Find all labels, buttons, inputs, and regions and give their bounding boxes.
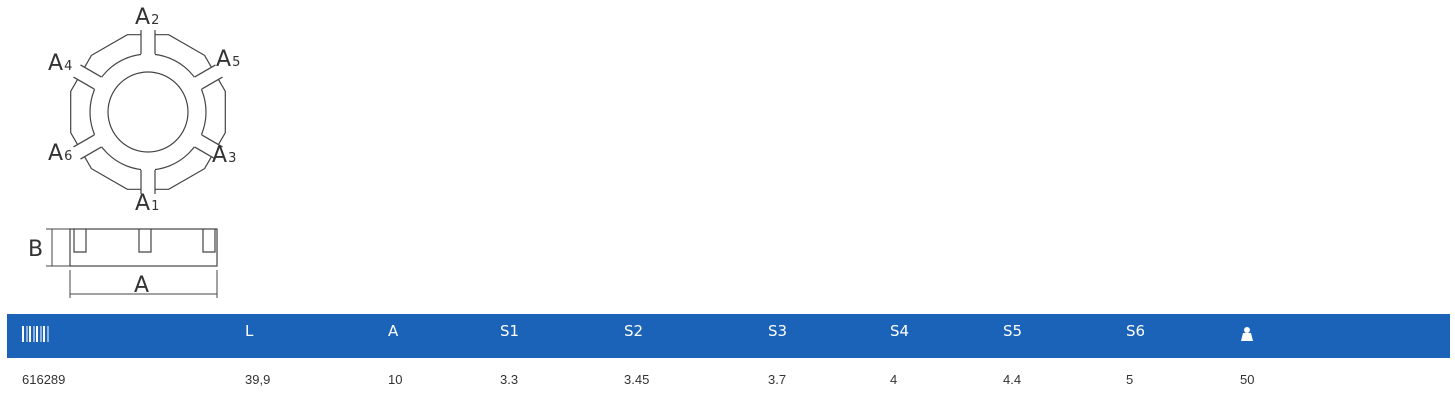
slot	[73, 64, 104, 91]
slot-cut	[141, 168, 155, 194]
slot-edge	[73, 134, 102, 160]
dimension-label: A4	[48, 51, 72, 76]
slot-cut	[192, 133, 223, 160]
dim-a	[69, 270, 218, 298]
table-cell: 3.3	[500, 372, 519, 387]
header-cell: A	[388, 322, 399, 340]
table-cell: 616289	[22, 372, 66, 387]
table-cell: 5	[1126, 372, 1134, 387]
header-cell: S5	[1003, 322, 1023, 340]
slot-edge	[194, 134, 223, 160]
slot-edge	[194, 64, 223, 90]
header-cell: S4	[890, 322, 910, 340]
table-cell: 50	[1240, 372, 1255, 387]
slot	[192, 64, 223, 91]
table-cell: 10	[388, 372, 403, 387]
slot	[192, 133, 223, 160]
weight-icon	[1241, 327, 1253, 341]
header-cell: S2	[624, 322, 644, 340]
side-view	[69, 228, 218, 267]
table-cell: 4.4	[1003, 372, 1022, 387]
dimension-label: A2	[135, 5, 159, 30]
table-cell: 4	[890, 372, 898, 387]
label-sub: 5	[232, 55, 240, 70]
side-slot	[138, 229, 152, 253]
dimension-label: A1	[135, 191, 159, 216]
label-sub: 3	[228, 151, 236, 166]
barcode-icon	[22, 326, 49, 342]
slot	[73, 133, 104, 160]
slot	[140, 168, 156, 194]
slot-edge	[140, 170, 156, 194]
outer-edge	[70, 34, 226, 190]
dim-b	[46, 228, 70, 267]
label-sub: 6	[64, 149, 72, 164]
label-base: A	[48, 51, 63, 76]
table-header	[7, 314, 1450, 358]
table-cell: 39,9	[245, 372, 271, 387]
label-base: A	[212, 143, 227, 168]
header-cell: S6	[1126, 322, 1146, 340]
dimension-label: A3	[212, 143, 236, 168]
label-sub: 1	[151, 199, 159, 214]
header-cell: L	[245, 322, 254, 340]
table-cell: 3.7	[768, 372, 787, 387]
side-slot	[202, 229, 216, 253]
slot	[140, 30, 156, 56]
slot-cut	[73, 64, 104, 91]
label-base: A	[48, 141, 63, 166]
header-cell: S3	[768, 322, 788, 340]
label-sub: 2	[151, 13, 159, 28]
label-base: A	[135, 5, 150, 30]
label-base: A	[216, 47, 231, 72]
label-base: A	[135, 191, 150, 216]
dimension-label: A5	[216, 47, 240, 72]
header-cell: S1	[500, 322, 520, 340]
slot-cut	[73, 133, 104, 160]
center-hole	[107, 71, 189, 153]
slot-cut	[192, 64, 223, 91]
slot-edge	[140, 30, 156, 54]
label-sub: 4	[64, 59, 72, 74]
slot-edge	[73, 64, 102, 90]
dimension-label: A	[134, 273, 149, 298]
side-slot	[73, 229, 87, 253]
dimension-label: B	[28, 237, 43, 262]
table-cell: 3.45	[624, 372, 650, 387]
slot-cut	[141, 30, 155, 56]
dimension-label: A6	[48, 141, 72, 166]
